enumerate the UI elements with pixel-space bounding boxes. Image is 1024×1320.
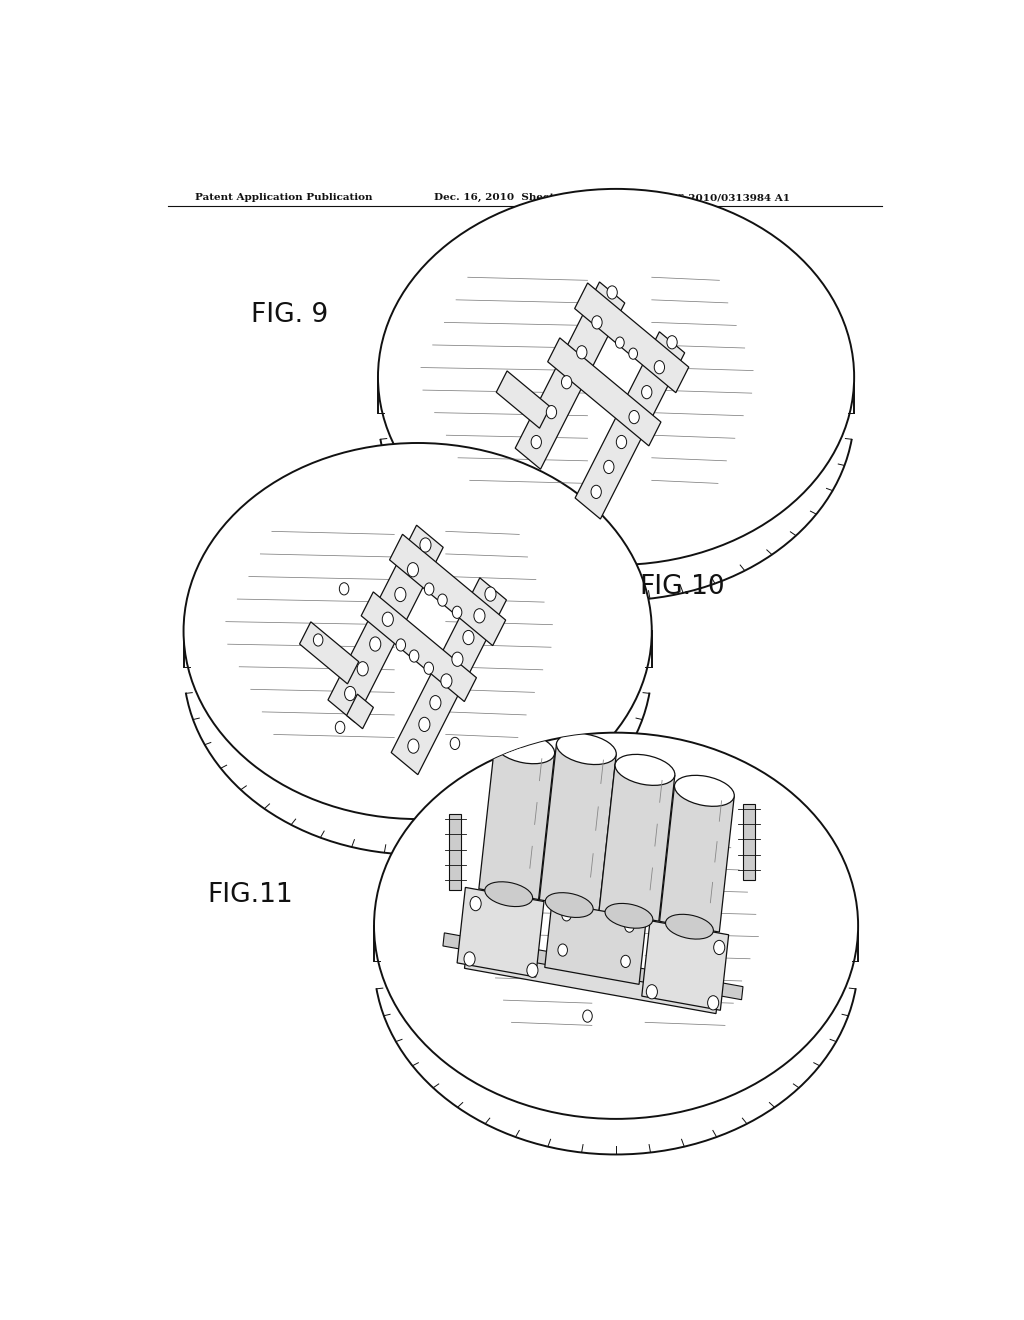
Circle shape	[561, 376, 571, 389]
Polygon shape	[599, 764, 675, 921]
Text: FIG.11: FIG.11	[207, 882, 293, 908]
Circle shape	[562, 908, 571, 921]
Circle shape	[424, 663, 433, 675]
Ellipse shape	[495, 733, 555, 764]
Circle shape	[437, 594, 447, 606]
Circle shape	[451, 738, 460, 750]
Circle shape	[396, 639, 406, 651]
Circle shape	[604, 461, 614, 474]
Circle shape	[339, 582, 349, 595]
Polygon shape	[391, 578, 507, 775]
Circle shape	[714, 940, 725, 954]
Polygon shape	[346, 694, 374, 729]
Polygon shape	[300, 622, 358, 684]
Polygon shape	[548, 338, 660, 446]
Polygon shape	[328, 525, 443, 722]
Ellipse shape	[546, 892, 593, 917]
Text: FIG.10: FIG.10	[640, 574, 725, 601]
Circle shape	[646, 985, 657, 999]
Circle shape	[452, 652, 463, 667]
Ellipse shape	[378, 189, 854, 565]
Circle shape	[474, 609, 485, 623]
Text: Dec. 16, 2010  Sheet 4 of 4: Dec. 16, 2010 Sheet 4 of 4	[433, 193, 590, 202]
Circle shape	[424, 583, 434, 595]
Circle shape	[591, 486, 601, 499]
Ellipse shape	[605, 903, 653, 928]
Circle shape	[395, 587, 406, 602]
Circle shape	[453, 606, 462, 618]
Polygon shape	[540, 743, 616, 911]
Ellipse shape	[675, 775, 734, 807]
Circle shape	[642, 385, 652, 399]
Circle shape	[463, 631, 474, 644]
Polygon shape	[574, 282, 689, 392]
Circle shape	[420, 537, 431, 552]
Circle shape	[357, 661, 369, 676]
Polygon shape	[479, 743, 555, 899]
Polygon shape	[545, 882, 648, 985]
Ellipse shape	[615, 754, 675, 785]
Circle shape	[408, 562, 419, 577]
Text: Patent Application Publication: Patent Application Publication	[196, 193, 373, 202]
Circle shape	[654, 360, 665, 374]
Text: FIG. 9: FIG. 9	[251, 302, 329, 327]
Circle shape	[625, 920, 634, 932]
Circle shape	[629, 411, 639, 424]
Circle shape	[430, 696, 441, 710]
Ellipse shape	[556, 734, 616, 764]
Polygon shape	[642, 920, 729, 1010]
Circle shape	[531, 436, 542, 449]
Polygon shape	[389, 535, 506, 645]
Circle shape	[592, 315, 602, 329]
Polygon shape	[361, 591, 476, 701]
Circle shape	[621, 956, 631, 968]
Circle shape	[577, 346, 587, 359]
Polygon shape	[450, 814, 461, 890]
Circle shape	[708, 995, 719, 1010]
Circle shape	[583, 1010, 592, 1022]
Polygon shape	[465, 946, 719, 1014]
Ellipse shape	[183, 444, 651, 818]
Circle shape	[408, 739, 419, 754]
Circle shape	[382, 612, 393, 627]
Polygon shape	[457, 887, 544, 977]
Circle shape	[370, 638, 381, 651]
Circle shape	[667, 335, 677, 348]
Circle shape	[470, 896, 481, 911]
Polygon shape	[443, 933, 743, 999]
Polygon shape	[515, 282, 625, 469]
Circle shape	[410, 649, 419, 663]
Circle shape	[558, 944, 567, 956]
Circle shape	[616, 436, 627, 449]
Polygon shape	[743, 804, 755, 880]
Text: US 2010/0313984 A1: US 2010/0313984 A1	[668, 193, 790, 202]
Circle shape	[345, 686, 355, 701]
Polygon shape	[659, 785, 734, 932]
Polygon shape	[575, 331, 685, 519]
Circle shape	[485, 587, 496, 601]
Circle shape	[441, 673, 452, 688]
Circle shape	[546, 405, 557, 418]
Circle shape	[629, 348, 638, 359]
Polygon shape	[497, 371, 550, 428]
Circle shape	[607, 286, 617, 300]
Circle shape	[313, 634, 323, 645]
Circle shape	[419, 717, 430, 731]
Circle shape	[335, 721, 345, 734]
Ellipse shape	[666, 915, 714, 939]
Circle shape	[527, 964, 538, 977]
Ellipse shape	[374, 733, 858, 1119]
Circle shape	[615, 337, 625, 348]
Circle shape	[464, 952, 475, 966]
Ellipse shape	[484, 882, 532, 907]
